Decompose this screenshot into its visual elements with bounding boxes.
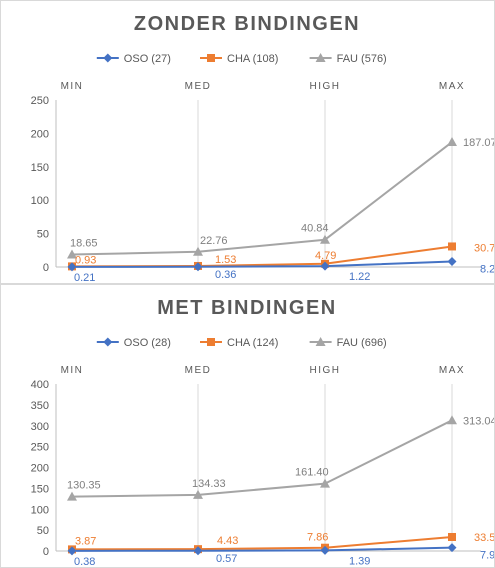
data-label: 40.84 <box>301 223 329 235</box>
data-point <box>320 478 330 488</box>
data-point <box>67 491 77 501</box>
data-point <box>320 261 330 271</box>
data-point <box>320 545 330 555</box>
chart-zonder-bindingen: ZONDER BINDINGEN OSO (27) CHA (108) FAU (57… <box>0 0 495 284</box>
data-label: 4.79 <box>315 250 336 262</box>
category-label: MIN <box>61 365 84 376</box>
y-tick-label: 400 <box>31 379 49 391</box>
legend-item: FAU (576) <box>309 53 387 65</box>
data-point <box>67 249 77 259</box>
legend-marker <box>207 338 215 346</box>
y-tick-label: 0 <box>43 262 49 274</box>
data-point <box>448 242 456 251</box>
data-label: 313.04 <box>463 415 494 427</box>
data-label: 3.87 <box>75 535 96 547</box>
data-point <box>193 489 203 499</box>
category-label: HIGH <box>310 81 341 92</box>
data-label: 4.43 <box>217 535 238 547</box>
y-tick-label: 350 <box>31 400 49 412</box>
category-label: MAX <box>439 365 465 376</box>
data-point <box>447 415 457 425</box>
data-point <box>67 262 77 272</box>
data-point <box>448 532 456 541</box>
series-line <box>71 546 453 552</box>
legend-item: OSO (27) <box>96 53 171 65</box>
y-tick-label: 200 <box>31 463 49 475</box>
data-label: 1.53 <box>215 254 236 266</box>
data-label: 0.38 <box>74 556 95 567</box>
series-line <box>71 141 453 256</box>
category-label: MAX <box>439 81 465 92</box>
data-label: 30.75 <box>474 242 494 254</box>
category-label: MED <box>185 81 212 92</box>
chart-title: MET BINDINGEN <box>157 297 337 319</box>
legend-marker <box>315 337 326 346</box>
data-label: 18.65 <box>70 238 98 250</box>
legend-item: CHA (108) <box>200 53 278 65</box>
data-point <box>67 546 77 556</box>
y-tick-label: 200 <box>31 128 49 140</box>
data-point <box>447 137 457 147</box>
data-label: 0.57 <box>216 553 237 565</box>
legend-label: OSO (27) <box>124 53 171 65</box>
data-label: 1.39 <box>349 555 370 567</box>
legend-marker <box>103 337 113 347</box>
series-line <box>71 260 453 268</box>
data-label: 8.21 <box>480 264 494 276</box>
legend-marker <box>315 53 326 62</box>
data-label: 0.21 <box>74 272 95 283</box>
data-label: 7.86 <box>307 532 328 544</box>
legend-item: CHA (124) <box>200 337 278 349</box>
y-tick-label: 150 <box>31 483 49 495</box>
data-label: 161.40 <box>295 467 329 479</box>
data-point <box>193 262 203 272</box>
series-line <box>71 535 453 551</box>
legend-label: FAU (576) <box>337 53 387 65</box>
data-label: 22.76 <box>200 235 228 247</box>
y-tick-label: 0 <box>43 546 49 558</box>
data-label: 7.99 <box>480 550 494 562</box>
chart-canvas: ZONDER BINDINGEN OSO (27) CHA (108) FAU (57… <box>31 13 494 283</box>
legend-label: OSO (28) <box>124 337 171 349</box>
data-point <box>193 246 203 256</box>
data-label: 130.35 <box>67 480 101 492</box>
legend-item: FAU (696) <box>309 337 387 349</box>
legend-marker <box>207 54 215 62</box>
data-label: 0.93 <box>75 254 96 266</box>
y-tick-label: 300 <box>31 421 49 433</box>
data-point <box>447 543 457 553</box>
legend-label: FAU (696) <box>337 337 387 349</box>
category-label: HIGH <box>310 365 341 376</box>
y-tick-label: 50 <box>37 525 49 537</box>
y-tick-label: 150 <box>31 162 49 174</box>
legend-marker <box>103 53 113 63</box>
data-label: 33.56 <box>474 532 494 544</box>
legend-label: CHA (108) <box>227 53 278 65</box>
legend-item: OSO (28) <box>96 337 171 349</box>
legend-label: CHA (124) <box>227 337 278 349</box>
data-point <box>447 257 457 267</box>
data-point <box>320 234 330 244</box>
category-label: MIN <box>61 81 84 92</box>
chart-title: ZONDER BINDINGEN <box>134 13 360 35</box>
y-tick-label: 250 <box>31 442 49 454</box>
data-label: 1.22 <box>349 271 370 283</box>
chart-met-bindingen: MET BINDINGEN OSO (28) CHA (124) FAU (696) M… <box>0 284 495 568</box>
data-label: 187.07 <box>463 137 494 149</box>
chart-canvas: MET BINDINGEN OSO (28) CHA (124) FAU (696) M… <box>31 297 494 567</box>
data-label: 134.33 <box>192 478 226 490</box>
y-tick-label: 100 <box>31 504 49 516</box>
series-line <box>71 419 453 498</box>
y-tick-label: 100 <box>31 195 49 207</box>
y-tick-label: 50 <box>37 229 49 241</box>
y-tick-label: 250 <box>31 95 49 107</box>
category-label: MED <box>185 365 212 376</box>
data-point <box>193 546 203 556</box>
data-label: 0.36 <box>215 269 236 281</box>
